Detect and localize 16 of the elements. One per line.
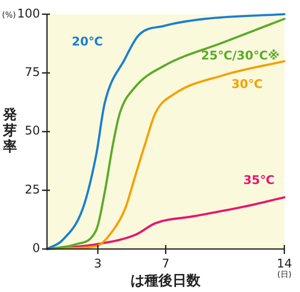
y-tick-label: 75: [24, 65, 40, 80]
series-label: 30℃: [231, 76, 263, 91]
text: (日): [277, 270, 292, 280]
text: 20℃: [72, 34, 103, 48]
series-label: 25℃/30℃※: [201, 48, 280, 63]
y-tick-label: 25: [24, 182, 40, 196]
x-axis-title: は種後日数: [130, 273, 202, 289]
x-tick-label: 14: [276, 256, 292, 270]
series-label: 35℃: [243, 173, 275, 188]
y-axis-title: 発芽率: [2, 107, 17, 156]
x-tick-label: 7: [162, 256, 170, 270]
y-tick-label: 50: [24, 124, 40, 138]
y-tick-label: 100: [17, 6, 40, 20]
x-tick-label: 3: [94, 256, 102, 270]
y-tick-label: 0: [32, 241, 40, 256]
text: (%): [2, 10, 16, 20]
